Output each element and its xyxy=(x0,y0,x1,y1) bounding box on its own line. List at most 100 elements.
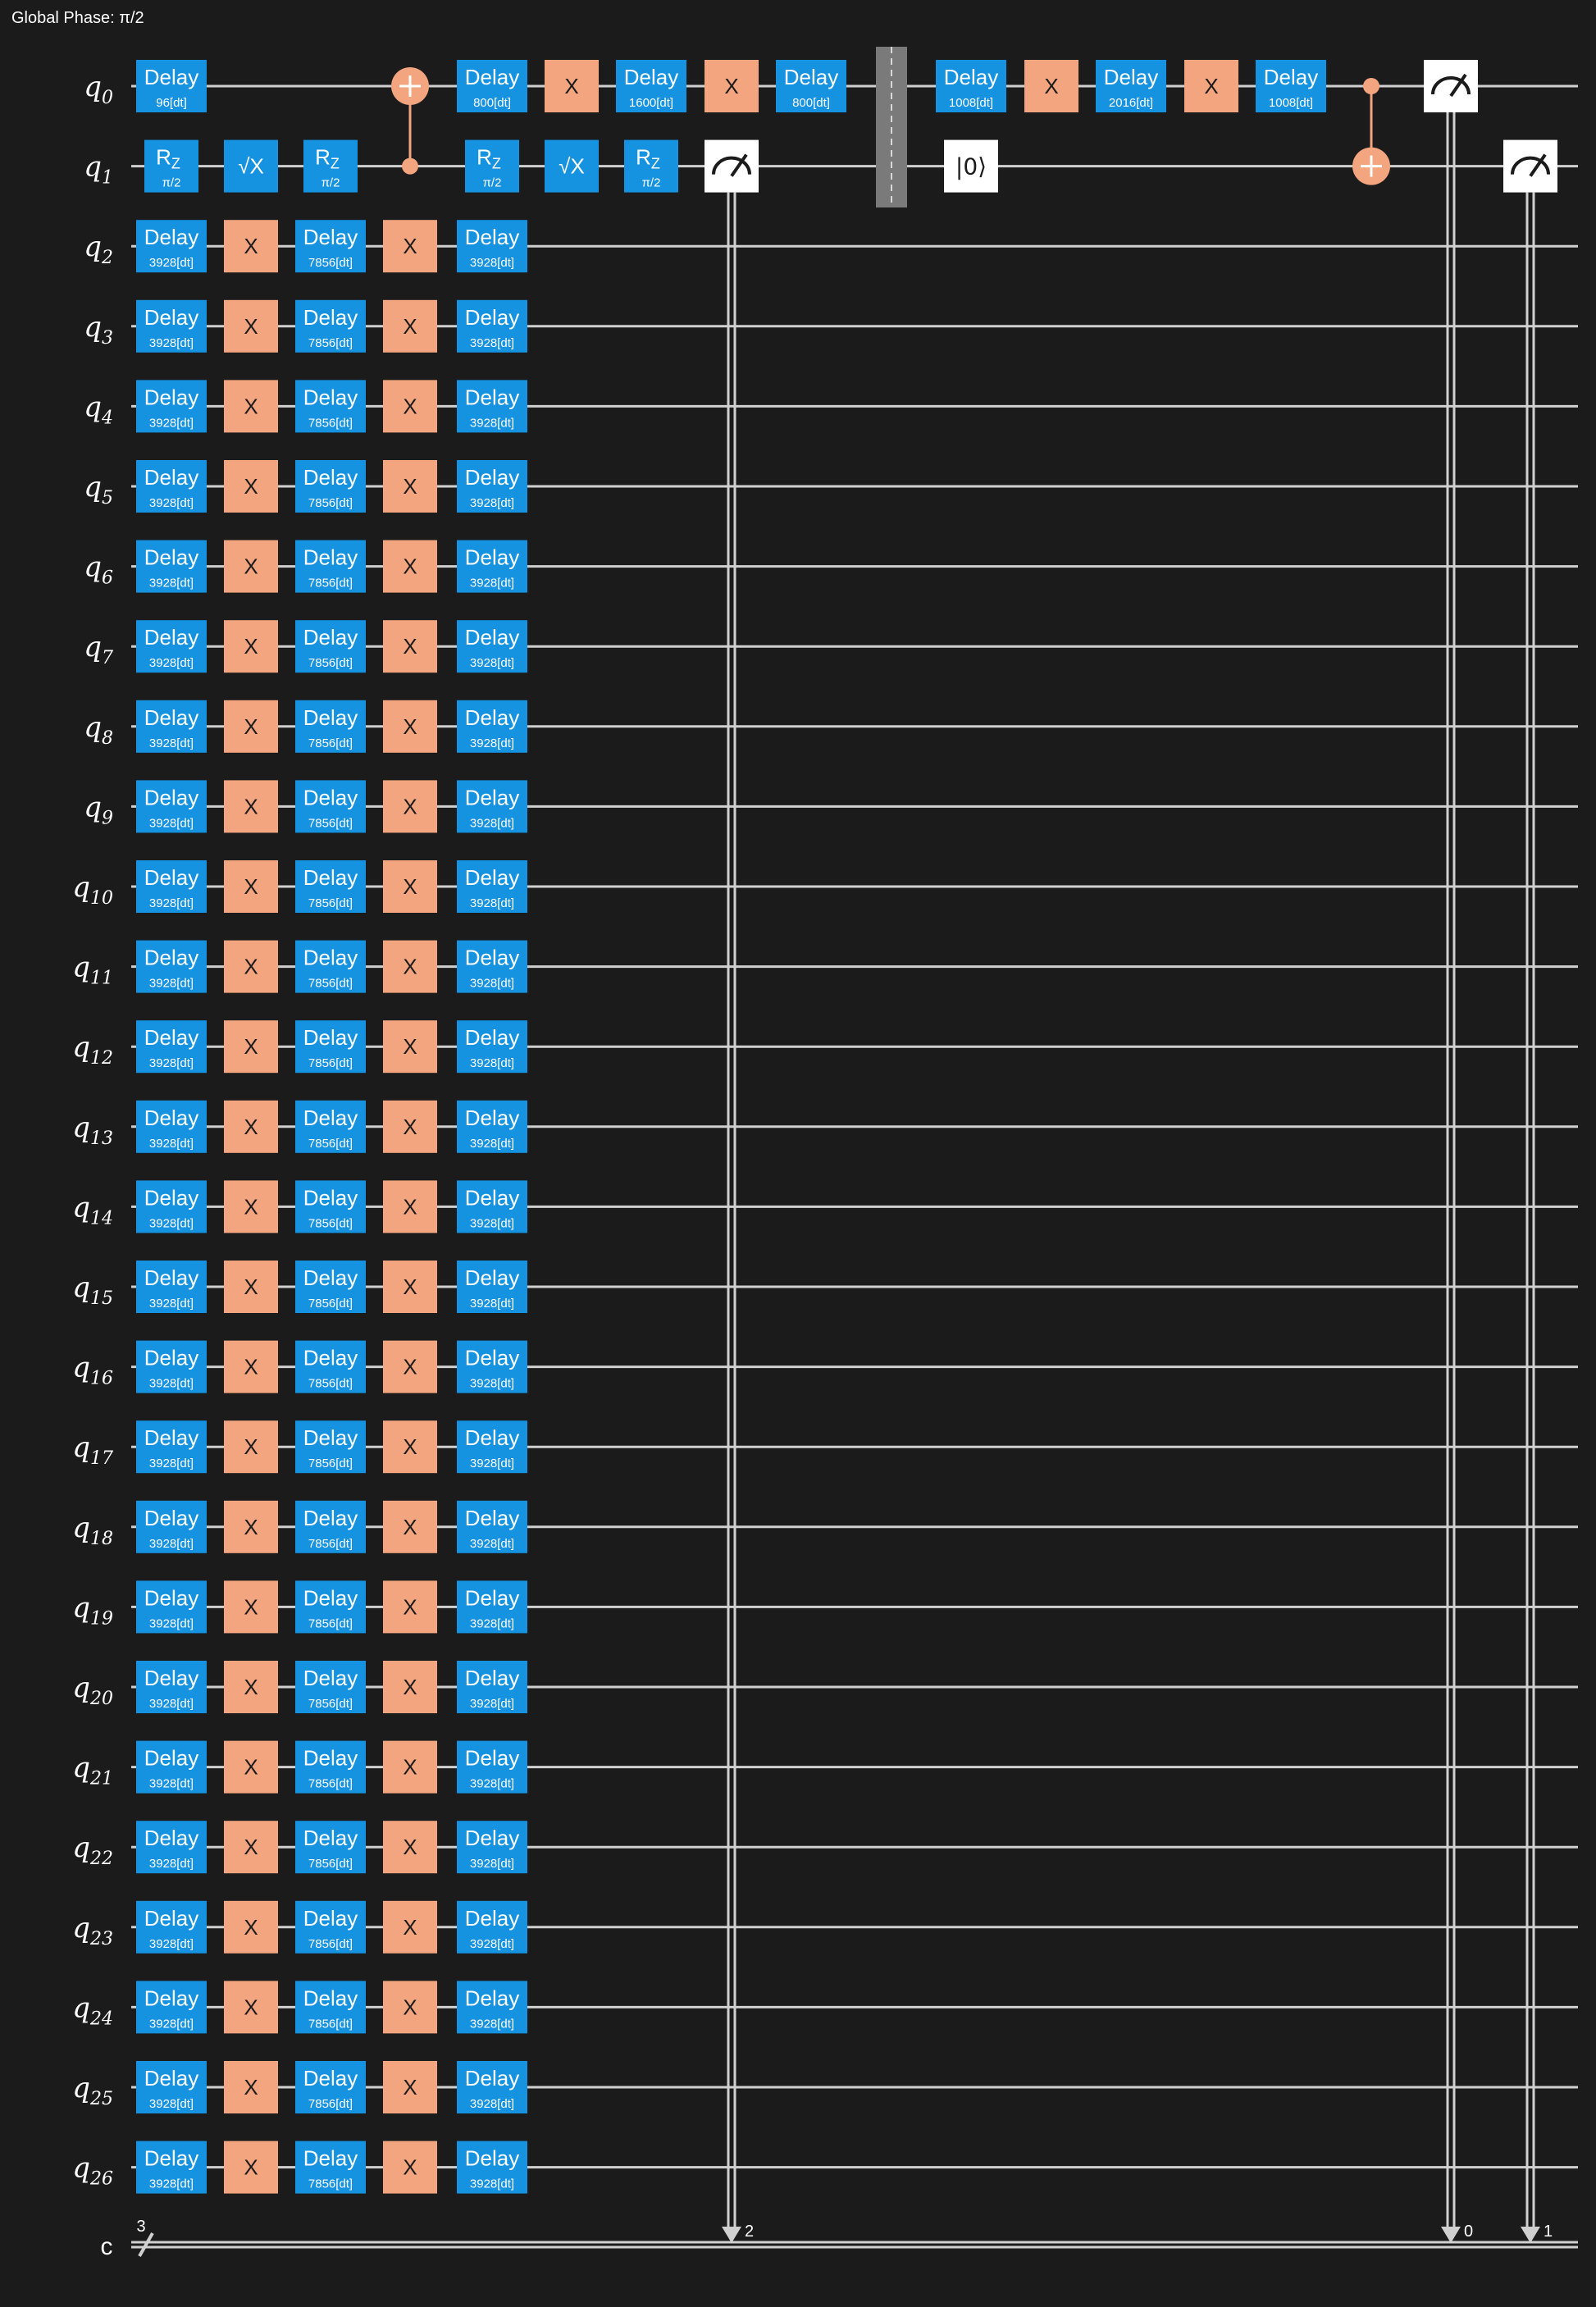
idle-delay-gate-param: 3928[dt] xyxy=(470,416,514,430)
idle-delay-gate-label: Delay xyxy=(144,385,198,409)
idle-delay-gate-label: Delay xyxy=(144,1265,198,1290)
idle-delay-gate-label: Delay xyxy=(144,1986,198,2010)
idle-x-gate-label: X xyxy=(244,2075,258,2100)
idle-delay-gate-box xyxy=(295,1661,366,1713)
idle-delay-gate-label: Delay xyxy=(303,385,358,409)
q1-rz-gate-box xyxy=(144,139,198,193)
qubit-index: 14 xyxy=(90,1208,113,1229)
idle-delay-gate-param: 7856[dt] xyxy=(308,1616,353,1630)
idle-delay-gate-param: 7856[dt] xyxy=(308,416,353,430)
idle-x-gate-box xyxy=(224,700,278,753)
q0-delay-gate-label: Delay xyxy=(624,65,678,89)
idle-delay-gate-box xyxy=(136,1180,207,1233)
idle-delay-gate-param: 7856[dt] xyxy=(308,1377,353,1391)
idle-x-gate-box xyxy=(224,2061,278,2113)
idle-delay-gate-param: 7856[dt] xyxy=(308,256,353,270)
idle-delay-gate-label: Delay xyxy=(303,305,358,330)
idle-delay-gate-label: Delay xyxy=(465,1425,519,1450)
idle-x-gate-label: X xyxy=(403,634,417,659)
q0-delay-gate-param: 1008[dt] xyxy=(1269,96,1313,110)
idle-delay-gate-label: Delay xyxy=(303,1025,358,1050)
idle-delay-gate-label: Delay xyxy=(465,2066,519,2090)
idle-delay-gate-param: 3928[dt] xyxy=(470,2177,514,2191)
idle-x-gate-box xyxy=(383,1740,437,1794)
idle-x-gate-box xyxy=(224,1740,278,1794)
idle-x-gate-label: X xyxy=(244,474,258,499)
idle-delay-gate-label: Delay xyxy=(303,1185,358,1210)
idle-delay-gate-param: 3928[dt] xyxy=(149,977,194,991)
idle-delay-gate-param: 3928[dt] xyxy=(149,1777,194,1791)
idle-delay-gate-box xyxy=(457,1981,527,2034)
idle-delay-gate-label: Delay xyxy=(465,1025,519,1050)
idle-x-gate-box xyxy=(224,1900,278,1954)
idle-x-gate-label: X xyxy=(403,874,417,899)
qubit-index: 3 xyxy=(102,328,113,349)
idle-x-gate-box xyxy=(383,1661,437,1713)
qubit-index: 5 xyxy=(102,488,113,508)
idle-delay-gate-label: Delay xyxy=(303,1826,358,1850)
qubit-index: 7 xyxy=(102,648,113,668)
qubit-index: 0 xyxy=(102,88,113,108)
idle-x-gate-label: X xyxy=(244,794,258,818)
idle-delay-gate-box xyxy=(457,2141,527,2194)
idle-delay-gate-box xyxy=(295,1900,366,1954)
idle-x-gate-label: X xyxy=(403,2155,417,2180)
q1-measure-gate-needle xyxy=(730,153,748,177)
qubit-index: 18 xyxy=(90,1529,113,1549)
qubit-index: 16 xyxy=(90,1369,113,1389)
idle-delay-gate-box xyxy=(295,1740,366,1794)
idle-x-gate-label: X xyxy=(244,314,258,339)
idle-delay-gate-box xyxy=(136,1100,207,1153)
q0-x-gate-box xyxy=(705,60,759,112)
q1-rz-gate-param: π/2 xyxy=(321,176,340,190)
q0-measure-gate-needle xyxy=(1449,73,1467,98)
idle-x-gate-box xyxy=(383,1981,437,2034)
idle-delay-gate-label: Delay xyxy=(144,1746,198,1771)
qubit-index: 19 xyxy=(90,1608,113,1629)
idle-x-gate-label: X xyxy=(244,1115,258,1139)
idle-x-gate-label: X xyxy=(244,394,258,418)
idle-delay-gate-param: 7856[dt] xyxy=(308,1137,353,1151)
idle-x-gate-box xyxy=(224,1020,278,1074)
idle-x-gate-box xyxy=(224,220,278,273)
idle-delay-gate-box xyxy=(295,2061,366,2113)
idle-delay-gate-param: 3928[dt] xyxy=(149,336,194,350)
idle-delay-gate-box xyxy=(457,460,527,513)
idle-delay-gate-param: 3928[dt] xyxy=(149,656,194,670)
idle-delay-gate-label: Delay xyxy=(465,2146,519,2171)
idle-delay-gate-label: Delay xyxy=(465,1986,519,2010)
idle-delay-gate-box xyxy=(295,1180,366,1233)
idle-x-gate-box xyxy=(383,1340,437,1393)
idle-delay-gate-box xyxy=(295,299,366,353)
idle-delay-gate-label: Delay xyxy=(465,705,519,730)
idle-delay-gate-label: Delay xyxy=(303,1106,358,1130)
q1-measure-gate-needle xyxy=(1529,153,1547,177)
q0-x-gate-box xyxy=(545,60,599,112)
idle-delay-gate-param: 3928[dt] xyxy=(470,816,514,830)
idle-x-gate-label: X xyxy=(403,1034,417,1059)
idle-x-gate-label: X xyxy=(403,955,417,979)
idle-delay-gate-param: 3928[dt] xyxy=(470,1537,514,1551)
idle-delay-gate-box xyxy=(295,700,366,753)
idle-x-gate-label: X xyxy=(403,234,417,258)
classical-register-label: c xyxy=(101,2233,113,2260)
idle-x-gate-box xyxy=(224,2141,278,2194)
qubit-index: 15 xyxy=(90,1288,113,1309)
idle-x-gate-box xyxy=(383,1821,437,1874)
idle-delay-gate-param: 3928[dt] xyxy=(149,816,194,830)
q0-x-gate-box xyxy=(1024,60,1078,112)
idle-x-gate-box xyxy=(224,540,278,593)
qubit-label: q5 xyxy=(84,471,113,508)
idle-x-gate-label: X xyxy=(403,1594,417,1619)
idle-delay-gate-param: 3928[dt] xyxy=(149,416,194,430)
idle-delay-gate-box xyxy=(457,860,527,913)
idle-x-gate-label: X xyxy=(403,2075,417,2100)
idle-x-gate-box xyxy=(383,1180,437,1233)
q0-measure-gate-arrow xyxy=(1441,2227,1461,2243)
idle-delay-gate-label: Delay xyxy=(465,545,519,570)
idle-delay-gate-box xyxy=(136,2141,207,2194)
idle-delay-gate-box xyxy=(295,1500,366,1553)
idle-x-gate-box xyxy=(383,620,437,673)
q1-measure-gate-clbit: 1 xyxy=(1544,2223,1553,2241)
q1-rz-gate-sub: Z xyxy=(331,156,340,172)
